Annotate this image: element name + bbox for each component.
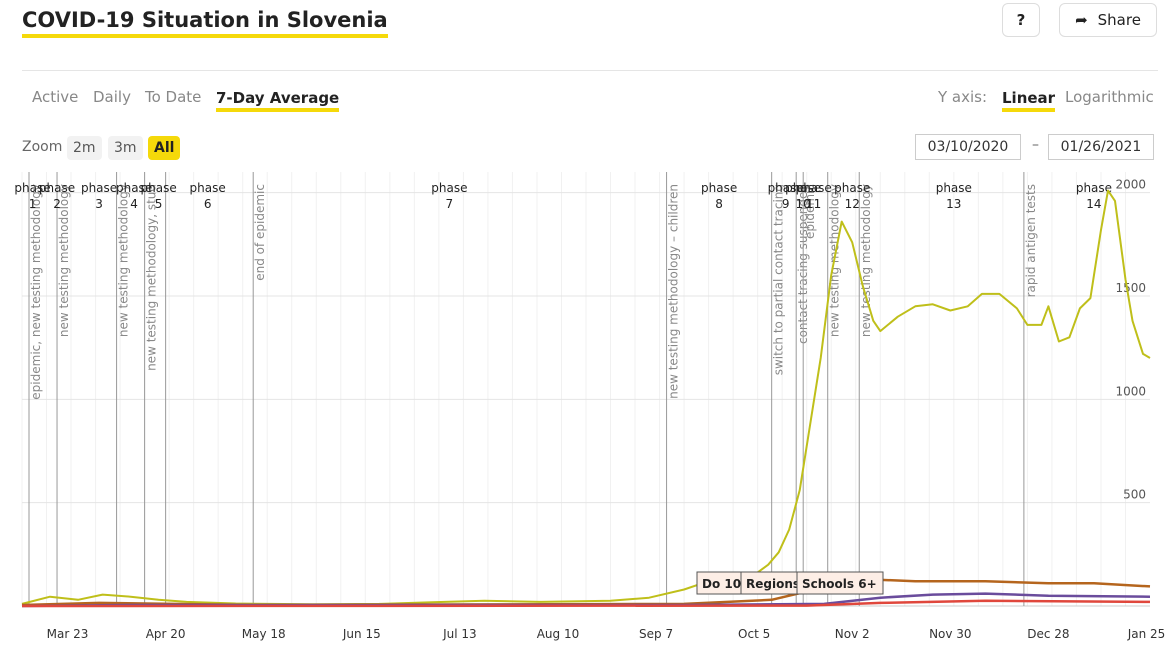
tab-to-date[interactable]: To Date <box>145 88 202 106</box>
zoom-2m-button[interactable]: 2m <box>67 136 102 160</box>
phase-label: phase <box>39 181 75 195</box>
x-tick-label: May 18 <box>242 627 286 641</box>
share-label: Share <box>1097 11 1141 29</box>
phase-number: 2 <box>53 197 61 211</box>
phase-label: phase <box>936 181 972 195</box>
phase-label: phase <box>785 181 821 195</box>
header-divider <box>22 70 1158 71</box>
event-marker-label: new testing methodology – children <box>667 184 681 399</box>
x-tick-label: Nov 30 <box>929 627 972 641</box>
date-to-input[interactable]: 01/26/2021 <box>1048 134 1154 160</box>
series-line <box>21 599 1151 608</box>
tab-7-day-average[interactable]: 7-Day Average <box>216 88 340 112</box>
zoom-label: Zoom <box>22 139 63 155</box>
phase-number: 9 <box>782 197 790 211</box>
y-axis-logarithmic[interactable]: Logarithmic <box>1065 88 1154 106</box>
help-button[interactable]: ? <box>1002 3 1040 37</box>
y-axis-label: Y axis: <box>938 88 988 106</box>
phase-label: phase <box>701 181 737 195</box>
event-marker-label: epidemic, new testing methodology <box>29 184 43 400</box>
phase-number: 14 <box>1086 197 1101 211</box>
x-tick-label: Jun 15 <box>342 627 381 641</box>
phase-label: phase <box>190 181 226 195</box>
phase-label: phase <box>1076 181 1112 195</box>
y-tick-label: 2000 <box>1115 178 1146 192</box>
y-tick-label: 500 <box>1123 488 1146 502</box>
event-marker-label: epidemic <box>803 184 817 239</box>
x-tick-label: Sep 7 <box>639 627 673 641</box>
share-icon: ➦ <box>1075 11 1088 29</box>
y-tick-label: 1000 <box>1115 384 1146 398</box>
phase-label: phase <box>81 181 117 195</box>
phase-number: 6 <box>204 197 212 211</box>
y-axis-linear[interactable]: Linear <box>1002 88 1056 112</box>
phase-number: 8 <box>715 197 723 211</box>
x-tick-label: Aug 10 <box>537 627 580 641</box>
x-tick-label: Oct 5 <box>738 627 770 641</box>
phase-label: phase <box>768 181 804 195</box>
phase-number: 12 <box>845 197 860 211</box>
event-flag-box <box>796 571 884 595</box>
date-from-input[interactable]: 03/10/2020 <box>915 134 1021 160</box>
event-flag-label: Do 10 <box>702 577 741 591</box>
event-marker-label: new testing methodology <box>117 184 131 337</box>
zoom-all-button[interactable]: All <box>148 136 181 160</box>
phase-label: phase <box>14 181 50 195</box>
phase-label: phase <box>431 181 467 195</box>
phase-number: 10 <box>796 197 811 211</box>
phase-number: 5 <box>155 197 163 211</box>
x-tick-label: Apr 20 <box>146 627 186 641</box>
phase-number: 4 <box>130 197 138 211</box>
x-tick-label: Jul 13 <box>442 627 477 641</box>
x-tick-label: Dec 28 <box>1027 627 1069 641</box>
event-marker-label: end of epidemic <box>253 184 267 281</box>
help-label: ? <box>1016 11 1026 29</box>
share-button[interactable]: ➦ Share <box>1059 3 1157 37</box>
phase-label: phase <box>796 181 832 195</box>
event-marker-label: rapid antigen tests <box>1024 184 1038 297</box>
tab-active[interactable]: Active <box>32 88 79 106</box>
phase-label: phase <box>116 181 152 195</box>
event-marker-label: new testing methodology, stud <box>145 184 159 371</box>
phase-number: 11 <box>806 197 821 211</box>
phase-label: phase <box>834 181 870 195</box>
x-tick-label: Mar 23 <box>47 627 89 641</box>
phase-number: 13 <box>946 197 961 211</box>
date-range-separator: – <box>1032 137 1039 153</box>
y-tick-label: 1500 <box>1115 281 1146 295</box>
event-marker-label: new testing methodology <box>57 184 71 337</box>
event-marker-label: switch to partial contact tracing <box>772 184 786 375</box>
tab-daily[interactable]: Daily <box>93 88 131 106</box>
event-marker-label: new testing methodology <box>859 184 873 337</box>
phase-label: phase <box>141 181 177 195</box>
phase-number: 1 <box>29 197 37 211</box>
x-tick-label: Jan 25 <box>1127 627 1166 641</box>
page-title: COVID-19 Situation in Slovenia <box>22 6 388 38</box>
event-flag-label: Schools 6+ <box>802 577 877 591</box>
zoom-3m-button[interactable]: 3m <box>108 136 143 160</box>
phase-number: 7 <box>446 197 454 211</box>
x-tick-label: Nov 2 <box>835 627 870 641</box>
event-flag-label: Regions <box>746 577 800 591</box>
phase-number: 3 <box>95 197 103 211</box>
